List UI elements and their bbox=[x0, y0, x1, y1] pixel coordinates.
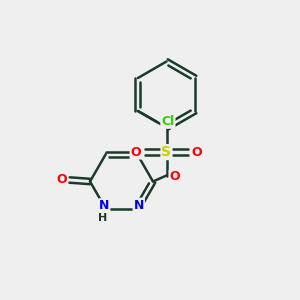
Text: O: O bbox=[169, 170, 180, 184]
Text: N: N bbox=[134, 199, 144, 212]
Text: H: H bbox=[98, 213, 107, 223]
Text: Cl: Cl bbox=[161, 115, 175, 128]
Text: O: O bbox=[192, 146, 203, 159]
Text: O: O bbox=[56, 173, 67, 186]
Text: O: O bbox=[130, 146, 141, 159]
Text: N: N bbox=[99, 199, 110, 212]
Text: S: S bbox=[161, 145, 172, 159]
